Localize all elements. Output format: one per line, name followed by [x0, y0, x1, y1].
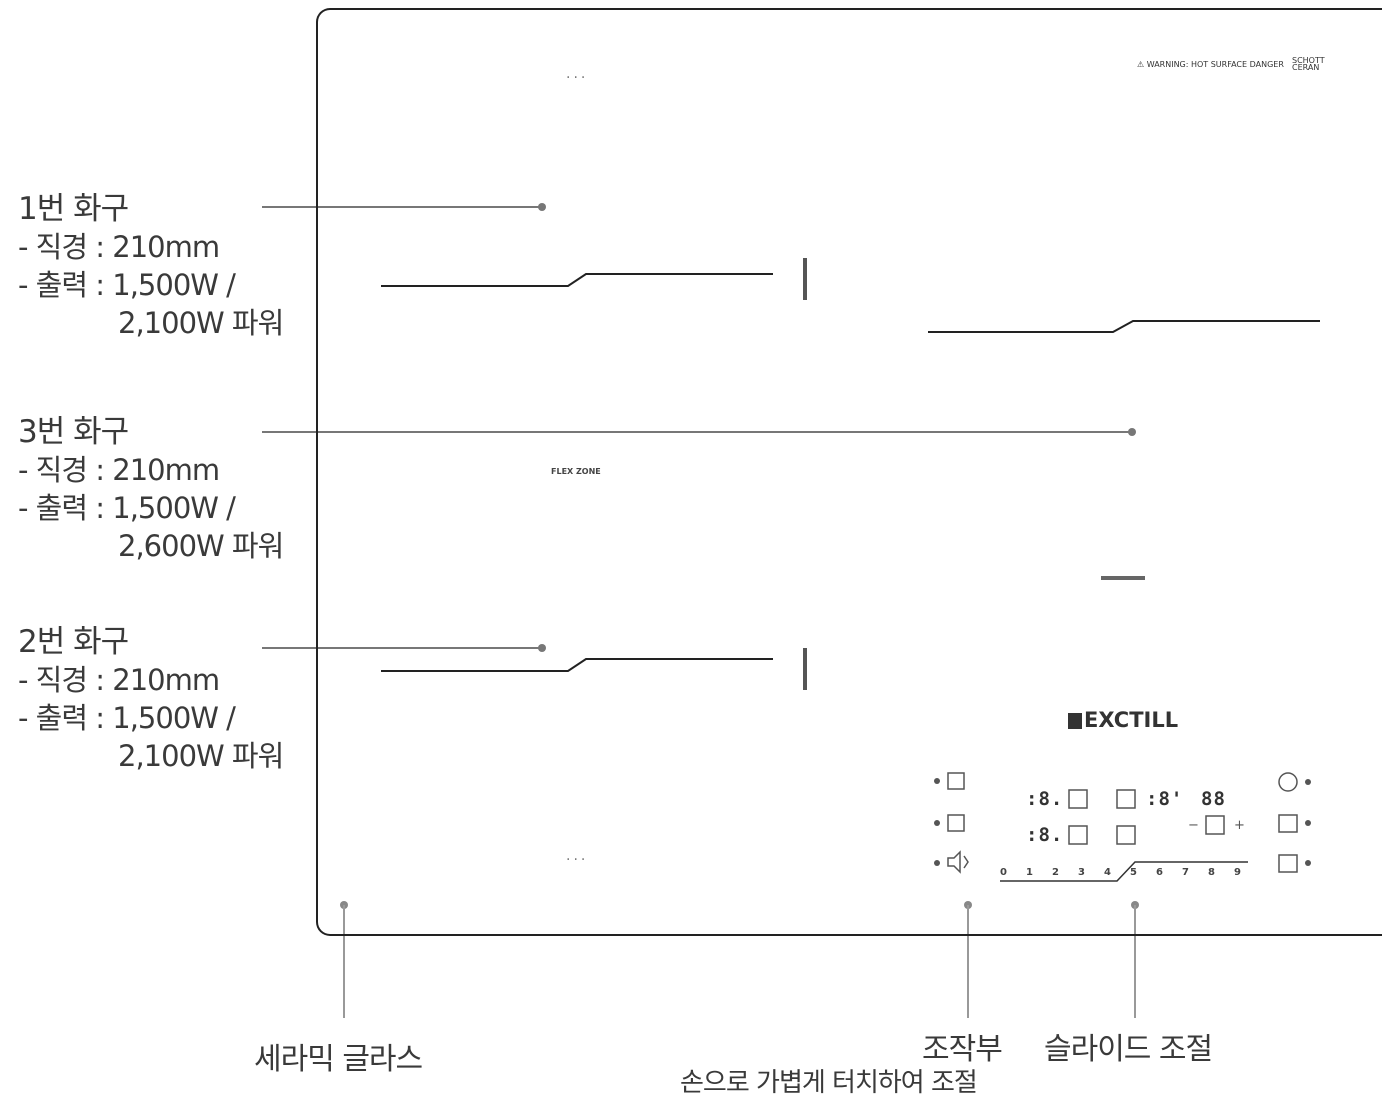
pause-icon [947, 772, 965, 790]
panel-bottom-dots: ··· [566, 852, 589, 868]
flex-icon [1068, 789, 1088, 809]
zone-2-display: :8. [1026, 824, 1064, 846]
zone-mark-3 [1101, 576, 1145, 580]
indicator-dot [1305, 820, 1311, 826]
timer-plus-button[interactable]: + [1234, 818, 1245, 833]
zone-mark-1 [803, 258, 807, 300]
control-sub-label: 손으로 가볍게 터치하여 조절 [680, 1068, 978, 1098]
slider-tick[interactable]: 7 [1182, 867, 1189, 878]
slider-control[interactable]: 0 1 2 3 4 5 6 7 8 9 [1000, 867, 1260, 878]
ceramic-glass-panel [316, 8, 1382, 936]
zone-3-display: :8' [1146, 788, 1184, 810]
zone-icon-3 [1116, 789, 1136, 809]
zone-mark-2 [803, 648, 807, 690]
timer-minus-button[interactable]: − [1188, 818, 1199, 833]
slider-tick[interactable]: 5 [1130, 867, 1137, 878]
sound-icon [947, 850, 969, 874]
indicator-dot [934, 778, 940, 784]
indicator-dot [934, 860, 940, 866]
slider-tick[interactable]: 4 [1104, 867, 1111, 878]
slider-wedge [1000, 861, 1248, 882]
slider-tick[interactable]: 2 [1052, 867, 1059, 878]
slider-tick[interactable]: 6 [1156, 867, 1163, 878]
schott-ceran-logo: SCHOTT CERAN [1292, 56, 1325, 72]
warning-label: ⚠ WARNING: HOT SURFACE DANGER [1137, 60, 1284, 69]
p-icon [1116, 825, 1136, 845]
burner-2-title: 2번 화구 [18, 624, 129, 660]
zone-select-icon [947, 814, 965, 832]
slider-tick[interactable]: 1 [1026, 867, 1033, 878]
indicator-dot [1305, 860, 1311, 866]
brand-logo: EXCTILL [1068, 708, 1178, 732]
burner-2-edge [381, 658, 773, 672]
burner-1-diameter: - 직경 : 210mm [18, 230, 220, 264]
burner-1-power: - 출력 : 1,500W / [18, 268, 236, 302]
schott-text: SCHOTT [1292, 56, 1325, 65]
burner-1-point [538, 203, 546, 211]
slide-label: 슬라이드 조절 [1044, 1032, 1213, 1067]
burner-1-callout: 1번 화구 - 직경 : 210mm - 출력 : 1,500W / 2,100… [18, 190, 284, 342]
control-label: 조작부 [922, 1032, 1003, 1067]
ceramic-glass-label: 세라믹 글라스 [254, 1042, 423, 1077]
slider-tick[interactable]: 0 [1000, 867, 1007, 878]
burner-3-title: 3번 화구 [18, 414, 129, 450]
indicator-dot [934, 820, 940, 826]
burner-3-power: - 출력 : 1,500W / [18, 491, 236, 525]
burner-3-point [1128, 428, 1136, 436]
flex-zone-label: FLEX ZONE [551, 467, 601, 476]
slider-tick[interactable]: 3 [1078, 867, 1085, 878]
panel-top-dots: ··· [566, 70, 589, 86]
boost-icon [1278, 854, 1298, 873]
burner-2-power: - 출력 : 1,500W / [18, 701, 236, 735]
lock-icon [1278, 814, 1298, 833]
timer-icon [1205, 815, 1225, 835]
power-icon [1278, 772, 1298, 792]
burner-1-edge [381, 273, 773, 287]
brand-name: EXCTILL [1084, 708, 1179, 732]
burner-3-edge [928, 320, 1320, 333]
slider-tick[interactable]: 9 [1234, 867, 1241, 878]
brand-mark-icon [1068, 713, 1082, 729]
burner-2-callout: 2번 화구 - 직경 : 210mm - 출력 : 1,500W / 2,100… [18, 623, 284, 775]
zone-1-display: :8. [1026, 788, 1064, 810]
slider-tick[interactable]: 8 [1208, 867, 1215, 878]
burner-2-point [538, 644, 546, 652]
burner-3-callout: 3번 화구 - 직경 : 210mm - 출력 : 1,500W / 2,600… [18, 413, 284, 565]
burner-1-power-boost: 2,100W 파워 [118, 306, 284, 340]
pan-icon [1068, 825, 1088, 845]
ceran-text: CERAN [1292, 63, 1320, 72]
burner-2-power-boost: 2,100W 파워 [118, 739, 284, 773]
burner-1-title: 1번 화구 [18, 191, 129, 227]
burner-3-diameter: - 직경 : 210mm [18, 453, 220, 487]
burner-2-diameter: - 직경 : 210mm [18, 663, 220, 697]
timer-display: 88 [1201, 788, 1226, 810]
burner-3-power-boost: 2,600W 파워 [118, 529, 284, 563]
indicator-dot [1305, 779, 1311, 785]
